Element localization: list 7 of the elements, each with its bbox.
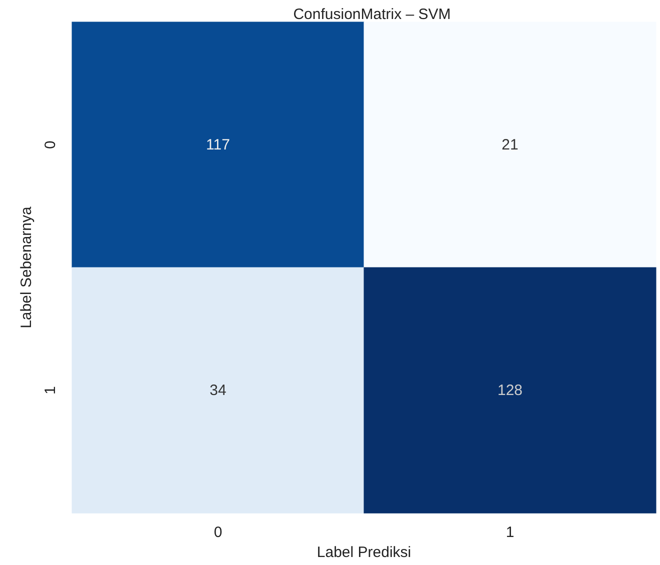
y-axis-title: Label Sebenarnya (18, 206, 35, 328)
x-axis-title: Label Prediksi (316, 544, 412, 561)
data-label: 34 (210, 382, 226, 399)
data-label: 128 (497, 382, 523, 399)
data-label: 117 (206, 136, 230, 154)
chart-title: ConfusionMatrix – SVM (293, 6, 451, 23)
data-label: 21 (502, 136, 518, 154)
